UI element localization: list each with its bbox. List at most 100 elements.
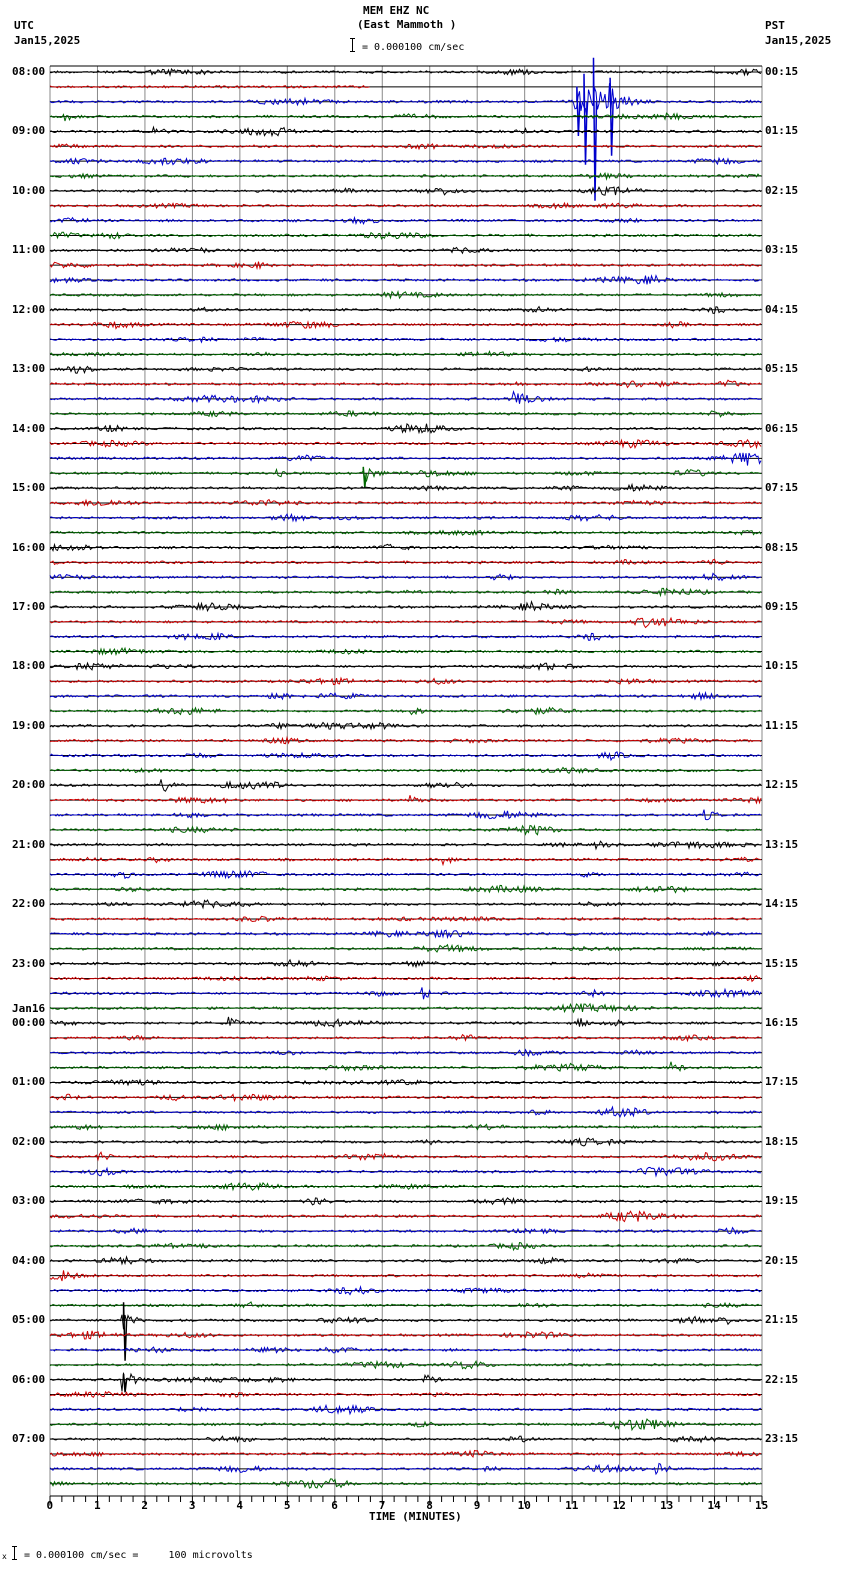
- seismic-trace: [49, 261, 762, 271]
- seismic-trace: [49, 1301, 762, 1309]
- footer-scale-text: = 0.000100 cm/sec = 100 microvolts: [24, 1550, 253, 1561]
- seismic-trace: [50, 987, 762, 1000]
- seismic-trace: [49, 735, 762, 745]
- seismic-trace: [49, 1105, 762, 1119]
- seismic-trace: [49, 422, 762, 435]
- right-date: Jan15,2025: [765, 34, 832, 47]
- seismic-trace: [49, 616, 762, 629]
- utc-hour-label: 12:00: [12, 302, 46, 316]
- pst-hour-label: 15:15: [765, 956, 799, 970]
- pst-hour-label: 10:15: [765, 659, 799, 673]
- seismic-trace: [49, 1478, 762, 1489]
- seismic-trace: [49, 1033, 762, 1043]
- seismic-trace: [49, 452, 762, 466]
- utc-hour-label: 15:00: [12, 481, 46, 495]
- utc-hour-label: 19:00: [12, 718, 46, 732]
- seismic-trace: [49, 1061, 762, 1072]
- event-spike: [122, 1374, 128, 1393]
- seismic-trace: [49, 1330, 762, 1340]
- seismic-trace: [49, 1314, 762, 1330]
- seismic-trace: [49, 389, 762, 405]
- seismic-trace: [49, 112, 762, 122]
- seismic-trace: [49, 840, 762, 851]
- x-tick-label: 7: [378, 1499, 386, 1512]
- seismic-trace: [49, 1002, 762, 1014]
- seismic-trace: [49, 824, 762, 836]
- pst-hour-label: 00:15: [765, 65, 799, 78]
- seismic-trace: [49, 336, 762, 344]
- seismic-trace: [49, 320, 762, 330]
- seismic-trace: [49, 498, 762, 507]
- seismic-trace: [49, 1372, 762, 1392]
- seismic-trace: [49, 1359, 762, 1370]
- x-tick-label: 1: [93, 1499, 101, 1512]
- event-spike: [122, 1302, 128, 1361]
- utc-hour-label: 22:00: [12, 897, 46, 911]
- seismic-trace: [49, 929, 762, 940]
- seismic-trace: [49, 1181, 762, 1192]
- pst-hour-label: 12:15: [765, 778, 799, 792]
- seismic-trace: [49, 201, 762, 210]
- footer-scale-bar-icon: [12, 1546, 20, 1560]
- seismic-trace: [49, 661, 762, 672]
- seismic-trace: [49, 958, 762, 969]
- left-timezone: UTC: [14, 19, 34, 32]
- pst-hour-label: 20:15: [765, 1253, 799, 1267]
- utc-hour-label: 23:00: [12, 956, 46, 970]
- seismic-trace: [49, 631, 762, 642]
- seismic-trace: [49, 84, 370, 89]
- seismic-trace: [49, 172, 762, 181]
- footer-scale-prefix: x: [2, 1552, 7, 1561]
- seismic-trace: [49, 884, 762, 894]
- pst-hour-label: 19:15: [765, 1194, 799, 1208]
- seismic-trace: [49, 379, 762, 389]
- event-spike: [583, 73, 588, 165]
- seismic-trace: [49, 1346, 762, 1354]
- utc-hour-label: 10:00: [12, 183, 46, 197]
- utc-hour-label: 06:00: [12, 1372, 46, 1386]
- seismic-trace: [49, 1270, 762, 1282]
- x-tick-label: 5: [283, 1499, 291, 1512]
- utc-hour-label: 16:00: [12, 540, 46, 554]
- scale-bar-icon: [350, 38, 358, 52]
- utc-hour-label: 18:00: [12, 659, 46, 673]
- seismic-trace: [49, 1285, 762, 1296]
- pst-hour-label: 16:15: [765, 1016, 799, 1030]
- x-tick-label: 10: [517, 1499, 531, 1512]
- utc-hour-label: 11:00: [12, 243, 46, 257]
- seismic-trace: [49, 1093, 762, 1103]
- seismic-trace: [49, 1048, 762, 1058]
- utc-hour-label: 07:00: [12, 1432, 46, 1446]
- seismic-trace: [49, 943, 762, 953]
- seismic-trace: [49, 1390, 762, 1399]
- pst-hour-label: 11:15: [765, 718, 799, 732]
- seismic-trace: [49, 766, 762, 775]
- seismic-trace: [49, 856, 762, 867]
- pst-hour-label: 21:15: [765, 1313, 799, 1327]
- utc-hour-label: 02:00: [12, 1134, 46, 1148]
- seismic-trace: [49, 1137, 762, 1147]
- utc-hour-label: 09:00: [12, 124, 46, 138]
- utc-hour-label: 08:00: [12, 65, 46, 78]
- seismic-trace: [49, 751, 762, 762]
- pst-hour-label: 04:15: [765, 302, 799, 316]
- seismic-trace: [49, 231, 762, 240]
- seismic-trace: [49, 1016, 762, 1028]
- x-tick-label: 15: [755, 1499, 769, 1512]
- seismic-trace: [49, 974, 762, 983]
- x-tick-label: 0: [46, 1499, 54, 1512]
- x-tick-label: 3: [188, 1499, 196, 1512]
- seismic-trace: [49, 1123, 762, 1132]
- seismic-trace: [49, 215, 762, 226]
- seismic-trace: [49, 365, 762, 375]
- seismic-trace: [49, 1435, 762, 1444]
- pst-hour-label: 02:15: [765, 183, 799, 197]
- x-axis-title: TIME (MINUTES): [369, 1510, 462, 1523]
- utc-hour-label: 13:00: [12, 362, 46, 376]
- x-tick-label: 6: [331, 1499, 338, 1512]
- seismic-trace: [49, 572, 762, 582]
- event-spike: [362, 466, 368, 488]
- utc-hour-label: 05:00: [12, 1313, 46, 1327]
- seismic-trace: [49, 1403, 762, 1416]
- date-change-label: Jan16: [12, 1002, 46, 1016]
